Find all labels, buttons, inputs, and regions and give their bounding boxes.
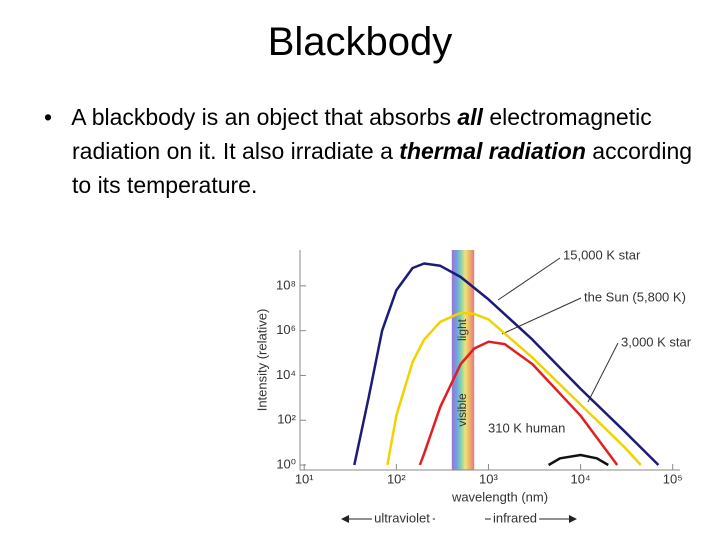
y-tick-label: 10⁴ — [276, 367, 296, 382]
series-label: 310 K human — [488, 420, 565, 435]
series-label: 3,000 K star — [621, 334, 692, 349]
x-tick-label: 10⁵ — [663, 471, 683, 486]
x-tick-label: 10² — [387, 471, 406, 486]
slide-title: Blackbody — [267, 20, 453, 64]
curve — [547, 453, 609, 467]
leader-line — [587, 342, 619, 403]
x-tick-label: 10³ — [479, 471, 498, 486]
curve — [353, 262, 660, 466]
y-axis-label: Intensity (relative) — [254, 309, 269, 412]
x-tick-label: 10⁴ — [571, 471, 591, 486]
series-label: 15,000 K star — [563, 247, 641, 262]
bullet-text: A blackbody is an object that absorbs — [71, 104, 458, 130]
x-axis-label: wavelength (nm) — [451, 489, 548, 504]
bullet-emphasis: thermal radiation — [399, 138, 586, 164]
bullet: • A blackbody is an object that absorbs … — [44, 104, 693, 198]
y-tick-label: 10² — [277, 412, 296, 427]
y-tick-label: 10⁶ — [276, 322, 296, 337]
bullet-emphasis: all — [457, 104, 483, 130]
leader-line — [497, 257, 561, 301]
ir-label: infrared — [493, 510, 537, 525]
curve — [386, 311, 642, 466]
curve — [418, 340, 619, 466]
series-label: the Sun (5,800 K) — [584, 289, 686, 304]
y-tick-label: 10⁰ — [276, 456, 296, 471]
visible-label: visible — [455, 393, 469, 427]
visible-label: light — [455, 318, 469, 341]
uv-label: ultraviolet — [374, 510, 430, 525]
bullet-text: electromagnetic radiation on it. It also… — [72, 104, 652, 164]
x-tick-label: 10¹ — [295, 471, 314, 486]
y-tick-label: 10⁸ — [276, 277, 296, 292]
bullet-text: according to its temperature. — [72, 138, 693, 198]
leader-line — [501, 297, 582, 335]
